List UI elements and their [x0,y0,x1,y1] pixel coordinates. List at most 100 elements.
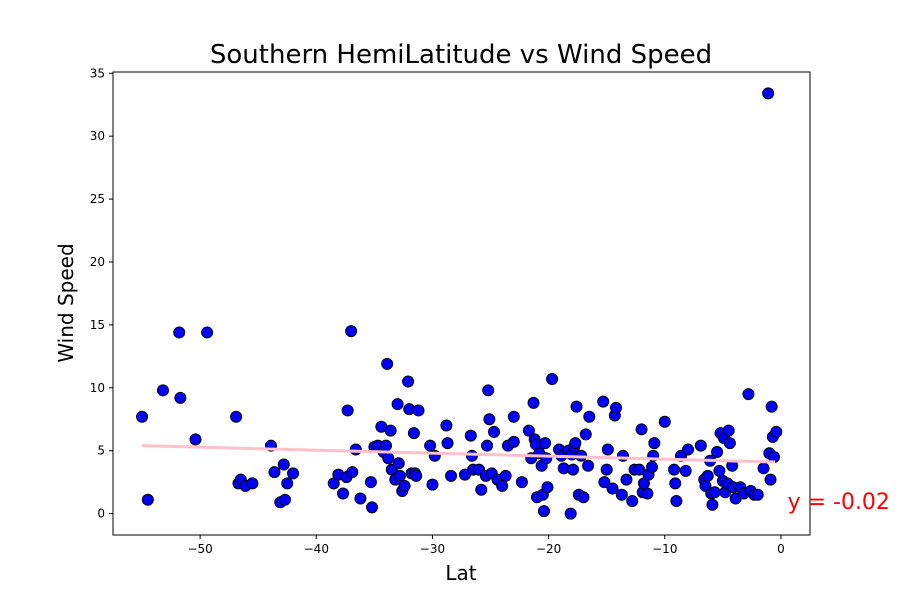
data-point [723,437,736,450]
data-point [278,493,291,506]
data-point [379,439,392,452]
data-point [757,462,770,475]
data-point [742,388,755,401]
data-point [646,461,659,474]
data-point [189,433,202,446]
data-point [606,482,619,495]
y-tick-label: 10 [90,381,105,395]
data-point [579,428,592,441]
data-point [713,464,726,477]
data-point [277,458,290,471]
data-point [341,404,354,417]
data-point [597,395,610,408]
data-point [546,372,559,385]
data-point [770,425,783,438]
data-point [722,424,735,437]
plot-frame [112,71,811,536]
data-point [496,479,509,492]
data-point [392,457,405,470]
data-point [464,429,477,442]
data-point [658,415,671,428]
data-point [412,404,425,417]
data-point [440,419,453,432]
data-point [541,481,554,494]
data-point [230,410,243,423]
data-point [268,466,281,479]
data-point [507,435,520,448]
data-point [620,473,633,486]
data-point [648,437,661,450]
data-point [426,478,439,491]
data-point [499,469,512,482]
x-tick-label: 0 [777,542,785,556]
data-point [569,437,582,450]
data-point [354,492,367,505]
y-axis-ticks: 0 5 10 15 20 25 30 35 [90,66,113,521]
data-point [635,423,648,436]
data-point [488,425,501,438]
data-point [346,466,359,479]
data-point [398,479,411,492]
data-point [424,439,437,452]
data-point [407,427,420,440]
y-tick-label: 5 [97,444,105,458]
data-point [515,476,528,489]
y-tick-label: 30 [90,129,105,143]
x-tick-label: −40 [304,542,329,556]
data-point [173,326,186,339]
data-point [540,452,553,465]
plot-area [113,72,810,535]
y-tick-label: 35 [90,66,105,80]
data-point [668,463,681,476]
data-point [366,501,379,514]
data-point [633,463,646,476]
data-point [610,401,623,414]
data-point [483,413,496,426]
y-tick-label: 25 [90,192,105,206]
x-axis-label: Lat [445,561,476,585]
data-point [764,473,777,486]
y-axis-label: Wind Speed [54,243,78,362]
data-point [762,87,775,100]
data-point [708,486,721,499]
x-tick-label: −10 [652,542,677,556]
data-point [582,459,595,472]
data-point [583,410,596,423]
x-axis-ticks: −50 −40 −30 −20 −10 0 [187,535,785,556]
data-point [527,396,540,409]
data-point [615,488,628,501]
data-point [345,325,358,338]
regression-equation: y = -0.02 [788,490,890,515]
data-point [364,476,377,489]
data-point [682,443,695,456]
data-point [382,452,395,465]
data-point [287,467,300,480]
data-point [567,463,580,476]
data-point [482,384,495,397]
data-point [711,445,724,458]
data-point [522,424,535,437]
data-point [381,357,394,370]
data-point [600,463,613,476]
data-point [598,476,611,489]
data-points [136,87,783,520]
data-point [384,424,397,437]
x-tick-label: −30 [420,542,445,556]
y-tick-label: 0 [97,507,105,521]
data-point [174,391,187,404]
data-point [669,477,682,490]
data-point [751,488,764,501]
data-point [481,439,494,452]
data-point [570,400,583,413]
data-point [701,469,714,482]
y-tick-label: 20 [90,255,105,269]
y-tick-label: 15 [90,318,105,332]
data-point [141,493,154,506]
data-point [201,326,214,339]
x-tick-label: −20 [536,542,561,556]
data-point [601,443,614,456]
data-point [410,469,423,482]
data-point [337,487,350,500]
data-point [393,469,406,482]
